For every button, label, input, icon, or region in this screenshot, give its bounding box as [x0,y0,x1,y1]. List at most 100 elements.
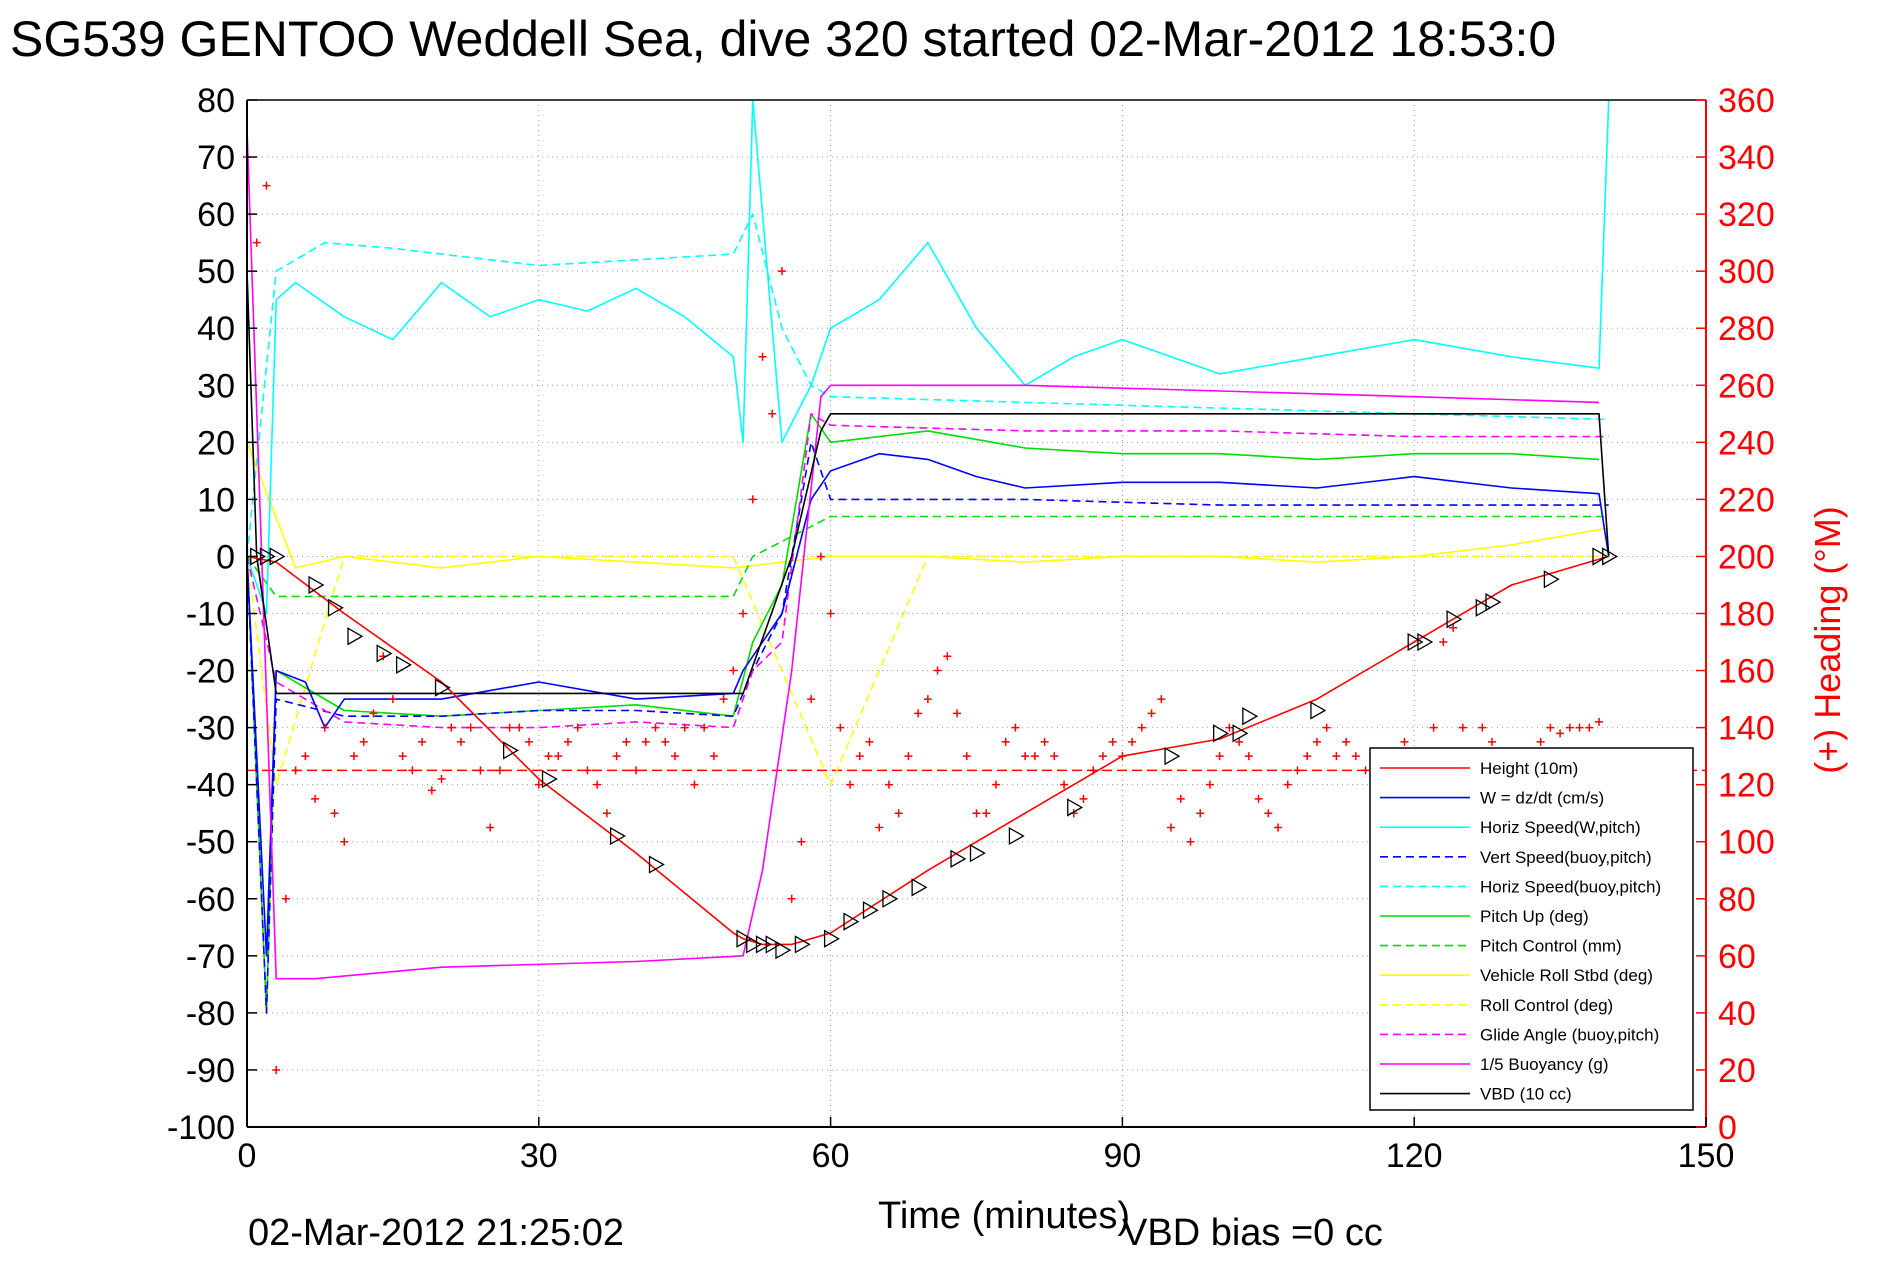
heading-point [388,695,397,704]
legend-label-vbd: VBD (10 cc) [1480,1085,1572,1104]
y-left-tick-label: -80 [186,995,235,1033]
y-right-tick-label: 360 [1718,82,1775,120]
y-left-tick-labels: 80 70 60 50 40 30 20 10 0 -10 -20 -30 -40 -50 -60 -70 -8… [167,82,235,1147]
x-tick-label: 120 [1386,1137,1443,1175]
vbd-marker [746,935,763,954]
heading-point [1312,737,1321,746]
vbd-marker [502,741,519,760]
y-left-tick-label: 60 [197,196,235,234]
heading-point [641,737,650,746]
heading-point [505,723,514,732]
heading-point [408,766,417,775]
heading-point [1030,752,1039,761]
legend-label-glide: Glide Angle (buoy,pitch) [1480,1025,1659,1044]
y-left-tick-label: -40 [186,767,235,805]
heading-point [904,752,913,761]
footer-timestamp: 02-Mar-2012 21:25:02 [248,1212,624,1254]
series-buoy [246,128,1600,980]
heading-point [865,737,874,746]
heading-point [1196,809,1205,818]
vbd-marker [1232,724,1249,743]
vbd-marker [376,644,393,663]
vbd-marker [775,941,792,960]
vbd-marker [1310,701,1327,720]
series-roll [246,442,1609,569]
heading-point [602,809,611,818]
x-tick-label: 60 [812,1137,850,1175]
vbd-marker [1417,632,1434,652]
heading-point [1244,752,1253,761]
vbd-marker [950,849,967,868]
heading-point [1536,737,1545,746]
x-tick-labels: 0 30 60 90 120 150 [238,1137,1735,1175]
series-horiz-w [246,99,1610,615]
y-left-tick-label: -90 [186,1052,235,1090]
vbd-marker [1067,798,1084,817]
heading-point [1021,752,1030,761]
y-left-tick-label: 20 [197,424,235,462]
legend-label-pitch: Pitch Up (deg) [1480,907,1589,926]
heading-point [1060,780,1069,789]
heading-point [1342,737,1351,746]
heading-point [894,809,903,818]
vbd-markers [250,547,1619,960]
axes [246,99,1707,1128]
y-left-tick-label: 40 [197,310,235,348]
series-glide [246,412,1609,729]
y-right-tick-label: 280 [1718,310,1775,348]
heading-point [1001,737,1010,746]
heading-point [1137,723,1146,732]
legend-label-roll: Vehicle Roll Stbd (deg) [1480,966,1653,985]
heading-point [495,766,504,775]
vbd-marker [1242,707,1259,726]
heading-point [1040,737,1049,746]
heading-point [709,752,718,761]
heading-point [301,752,310,761]
heading-point [1186,837,1195,846]
heading-point [349,752,358,761]
heading-point [1264,809,1273,818]
vbd-marker [648,855,665,874]
vbd-marker [843,912,860,931]
y-right-tick-label: 240 [1718,424,1775,462]
heading-point [787,894,796,903]
heading-point [739,609,748,618]
heading-point [700,723,709,732]
heading-point [816,552,825,561]
heading-point [281,894,290,903]
heading-point [758,352,767,361]
heading-point [544,752,553,761]
heading-point [1439,638,1448,647]
heading-point [456,737,465,746]
x-tick-label: 90 [1103,1137,1141,1175]
y-right-tick-label: 200 [1718,538,1775,576]
heading-point [466,723,475,732]
heading-point [1595,717,1604,726]
legend-label-vert-buoy: Vert Speed(buoy,pitch) [1480,848,1652,867]
heading-point [807,695,816,704]
heading-point [768,409,777,418]
vbd-marker [259,547,276,566]
vbd-marker [882,889,899,908]
heading-point [1157,695,1166,704]
vbd-marker [1543,570,1560,589]
y-left-tick-label: 30 [197,367,235,405]
heading-point [1400,737,1409,746]
y-right-tick-label: 0 [1718,1109,1737,1147]
legend-label-pitch-ctrl: Pitch Control (mm) [1480,937,1622,956]
heading-point [953,709,962,718]
heading-point [1167,823,1176,832]
y-right-tick-label: 340 [1718,139,1775,177]
y-right-tick-label: 120 [1718,767,1775,805]
series-pitch-ctrl [246,515,1609,598]
y-right-tick-labels: 3603403203002802602402202001801601401201… [1718,82,1775,1147]
vbd-marker [1213,724,1229,743]
heading-point [1128,737,1137,746]
y-left-tick-label: 70 [197,139,235,177]
y-right-axis-label: (+) Heading (°M) [1807,506,1848,773]
heading-point [991,780,1000,789]
vbd-marker [1602,547,1619,566]
heading-point [982,809,991,818]
heading-point [855,752,864,761]
series-lines [246,99,1610,1014]
